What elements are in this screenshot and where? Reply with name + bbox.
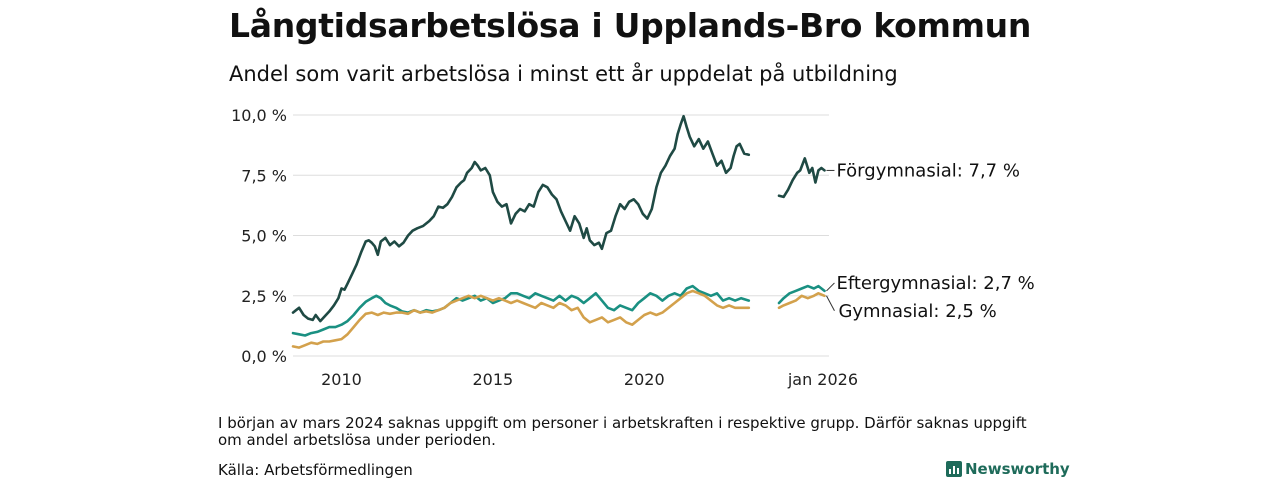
y-axis-ticks: 0,0 % 2,5 % 5,0 % 7,5 % 10,0 % — [231, 106, 287, 366]
newsworthy-logo-icon — [946, 461, 962, 477]
footnote: I början av mars 2024 saknas uppgift om … — [218, 414, 1027, 449]
y-tick-label: 5,0 % — [241, 227, 287, 246]
x-tick-label: 2010 — [321, 370, 362, 389]
end-label-gymnasial: Gymnasial: 2,5 % — [838, 301, 996, 322]
series-end-labels: Förgymnasial: 7,7 % Eftergymnasial: 2,7 %… — [826, 160, 1035, 322]
end-label-leader — [826, 282, 835, 292]
chart-subtitle: Andel som varit arbetslösa i minst ett å… — [229, 62, 898, 86]
series-line-gymnasial — [291, 289, 826, 349]
grid-lines — [293, 114, 829, 357]
end-label-eftergymnasial: Eftergymnasial: 2,7 % — [836, 273, 1034, 294]
series-line-eftergymnasial — [291, 284, 826, 337]
brand-logo[interactable]: Newsworthy — [946, 459, 1070, 479]
x-tick-label: jan 2026 — [787, 370, 858, 389]
brand-name: Newsworthy — [965, 460, 1070, 478]
y-tick-label: 2,5 % — [241, 287, 287, 306]
end-label-förgymnasial: Förgymnasial: 7,7 % — [836, 160, 1020, 181]
series-lines — [291, 114, 826, 349]
end-label-leader — [826, 295, 835, 311]
x-axis-ticks: 2010 2015 2020 jan 2026 — [321, 370, 858, 389]
y-tick-label: 10,0 % — [231, 106, 287, 125]
source-credit: Källa: Arbetsförmedlingen — [218, 461, 413, 479]
y-tick-label: 0,0 % — [241, 347, 287, 366]
x-tick-label: 2015 — [473, 370, 514, 389]
chart-title: Långtidsarbetslösa i Upplands-Bro kommun — [229, 6, 1032, 45]
series-line-förgymnasial — [291, 114, 826, 323]
line-chart: 0,0 % 2,5 % 5,0 % 7,5 % 10,0 % 2010 2015 2020 j… — [231, 106, 1035, 389]
x-tick-label: 2020 — [624, 370, 665, 389]
y-tick-label: 7,5 % — [241, 166, 287, 185]
